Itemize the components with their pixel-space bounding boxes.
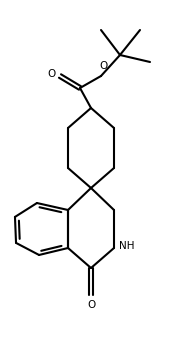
Text: O: O bbox=[99, 61, 107, 71]
Text: O: O bbox=[48, 69, 56, 79]
Text: O: O bbox=[87, 300, 95, 310]
Text: NH: NH bbox=[119, 241, 134, 251]
